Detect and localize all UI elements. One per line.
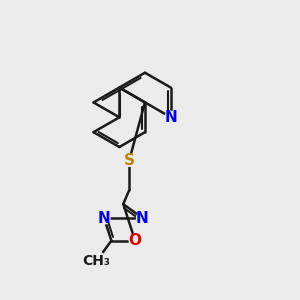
Text: S: S xyxy=(124,153,135,168)
Text: N: N xyxy=(98,211,110,226)
Circle shape xyxy=(87,252,106,271)
Text: O: O xyxy=(129,233,142,248)
Text: CH₃: CH₃ xyxy=(82,254,110,268)
Text: N: N xyxy=(136,211,149,226)
Circle shape xyxy=(98,212,110,224)
Circle shape xyxy=(136,212,148,224)
Circle shape xyxy=(129,235,141,247)
Circle shape xyxy=(123,154,135,166)
Circle shape xyxy=(165,111,177,123)
Text: N: N xyxy=(164,110,177,125)
